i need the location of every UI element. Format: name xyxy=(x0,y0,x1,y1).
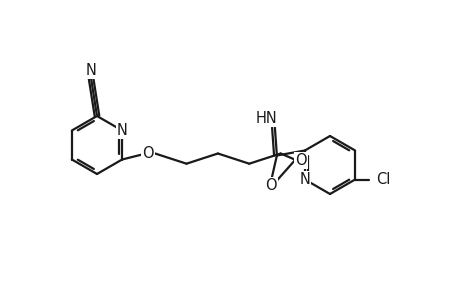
Text: O: O xyxy=(264,178,276,193)
Text: O: O xyxy=(142,146,154,161)
Text: O: O xyxy=(294,153,306,168)
Text: N: N xyxy=(85,62,96,77)
Text: N: N xyxy=(299,172,310,187)
Text: Cl: Cl xyxy=(375,172,389,187)
Text: HN: HN xyxy=(256,111,277,126)
Text: N: N xyxy=(117,123,127,138)
